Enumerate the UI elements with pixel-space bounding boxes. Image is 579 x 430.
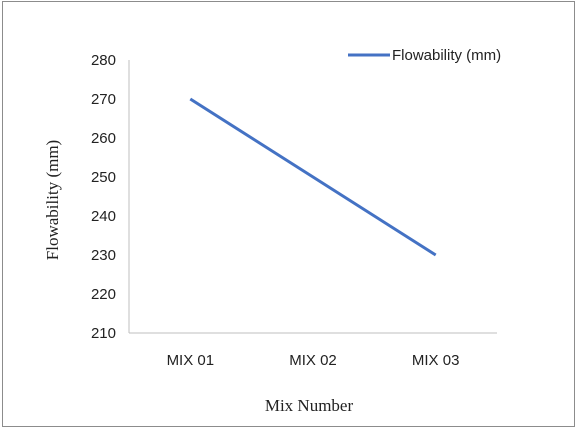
- y-axis-title: Flowability (mm): [43, 140, 62, 260]
- legend-label: Flowability (mm): [392, 47, 501, 64]
- y-tick-label: 230: [91, 247, 116, 264]
- legend: Flowability (mm): [348, 47, 501, 64]
- x-axis-title: Mix Number: [265, 396, 354, 415]
- y-tick-label: 260: [91, 130, 116, 147]
- y-tick-label: 240: [91, 208, 116, 225]
- x-tick-label: MIX 01: [167, 352, 215, 369]
- y-tick-label: 210: [91, 325, 116, 342]
- y-tick-label: 250: [91, 169, 116, 186]
- y-tick-label: 220: [91, 286, 116, 303]
- x-tick-label: MIX 02: [289, 352, 337, 369]
- y-tick-label: 280: [91, 52, 116, 69]
- x-axis-ticks: MIX 01 MIX 02 MIX 03: [167, 352, 460, 369]
- x-tick-label: MIX 03: [412, 352, 460, 369]
- series-layer: [189, 97, 437, 257]
- y-tick-label: 270: [91, 91, 116, 108]
- y-axis-ticks: 210 220 230 240 250 260 270 280: [91, 52, 116, 342]
